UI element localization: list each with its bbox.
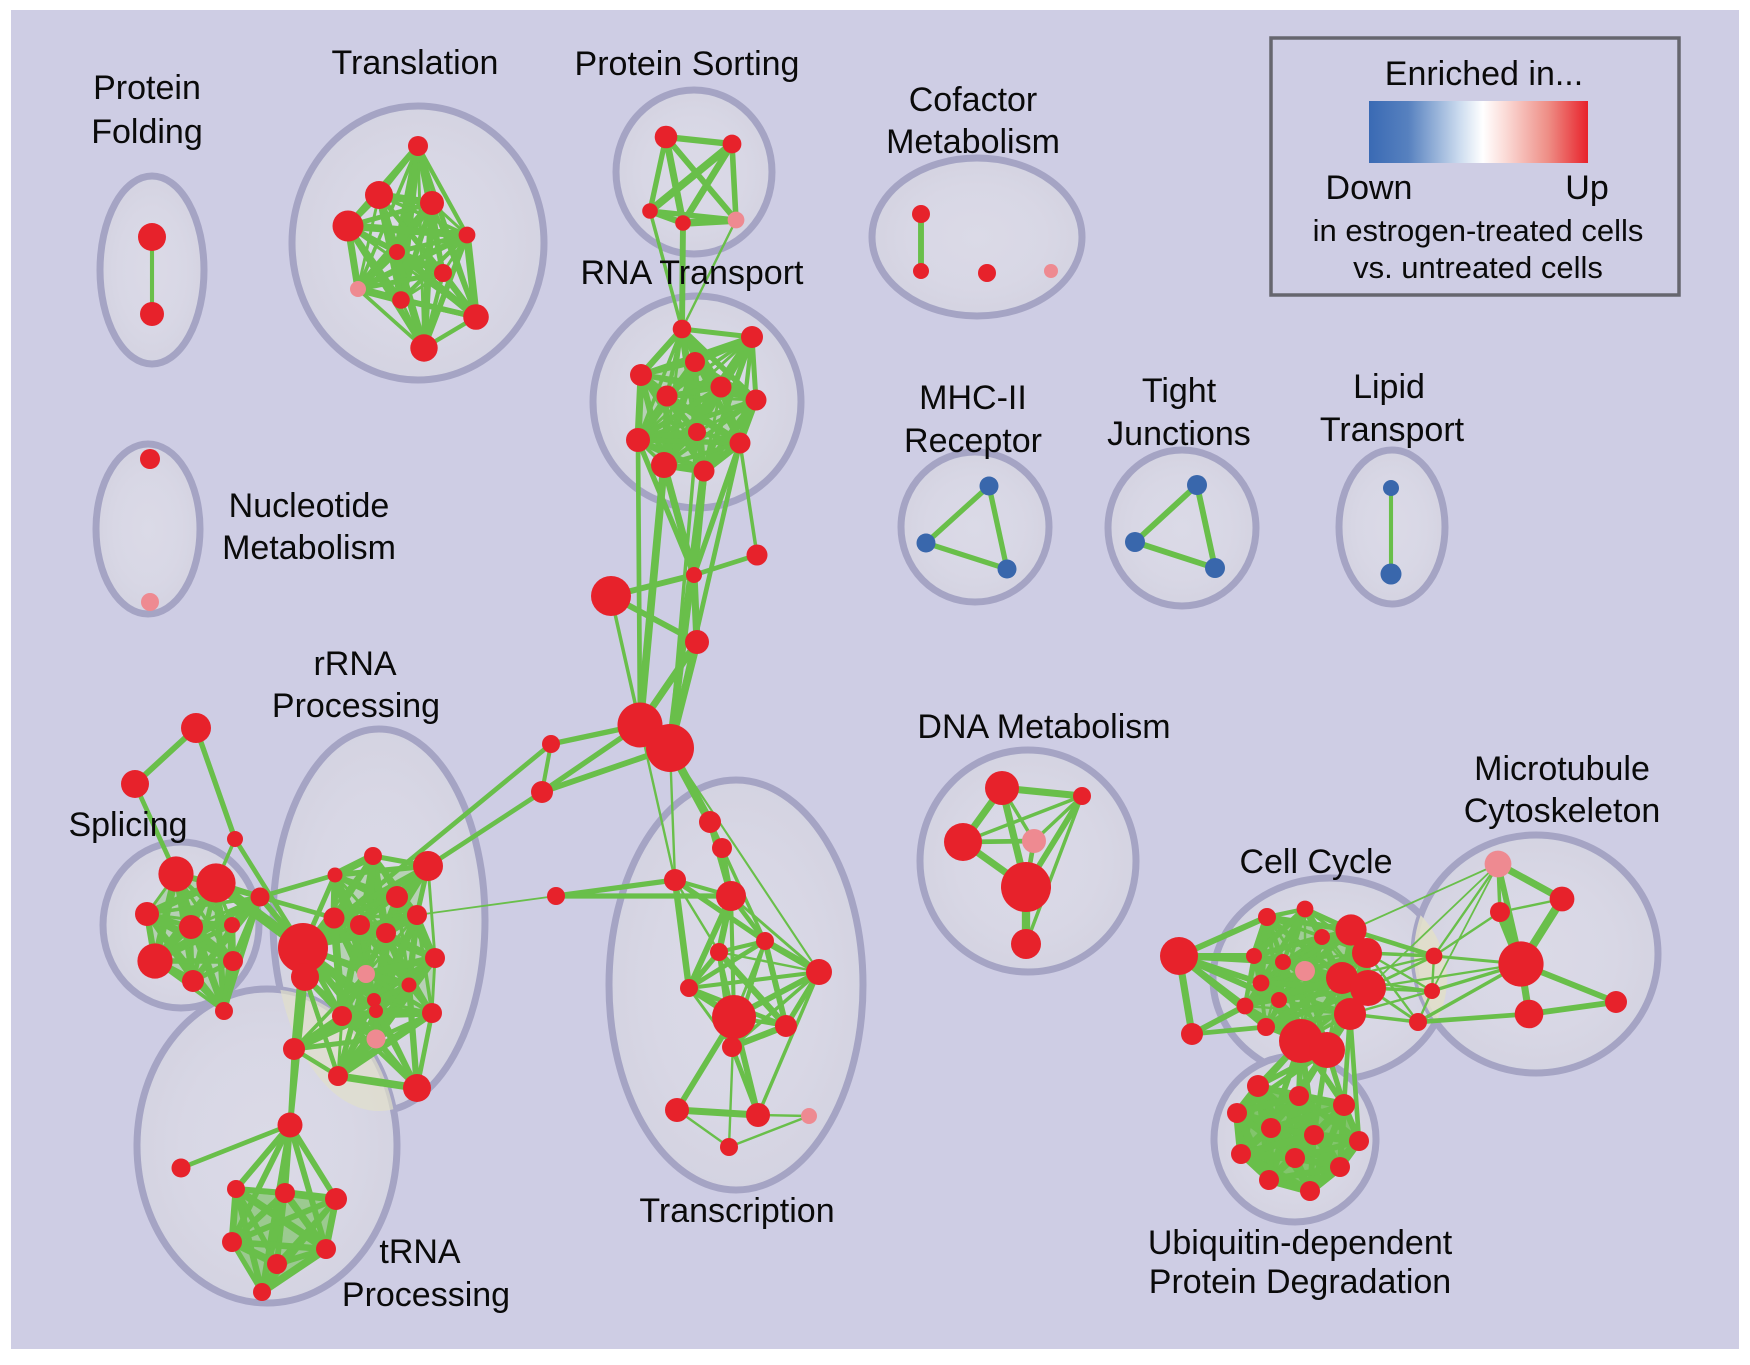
svg-text:Cofactor: Cofactor bbox=[909, 81, 1038, 119]
svg-text:Processing: Processing bbox=[342, 1276, 510, 1314]
svg-text:Processing: Processing bbox=[272, 687, 440, 725]
svg-text:rRNA: rRNA bbox=[313, 645, 396, 683]
svg-text:Junctions: Junctions bbox=[1107, 415, 1251, 453]
svg-text:Protein Sorting: Protein Sorting bbox=[575, 45, 800, 83]
svg-text:in estrogen-treated cells: in estrogen-treated cells bbox=[1313, 213, 1644, 248]
svg-text:Cell Cycle: Cell Cycle bbox=[1239, 843, 1392, 881]
svg-text:Protein: Protein bbox=[93, 69, 201, 107]
svg-text:Translation: Translation bbox=[332, 44, 499, 82]
svg-text:Transport: Transport bbox=[1320, 411, 1465, 449]
svg-text:Folding: Folding bbox=[91, 113, 203, 151]
svg-text:MHC-II: MHC-II bbox=[919, 379, 1027, 417]
svg-text:DNA Metabolism: DNA Metabolism bbox=[917, 708, 1170, 746]
svg-text:Cytoskeleton: Cytoskeleton bbox=[1464, 792, 1661, 830]
svg-text:vs. untreated cells: vs. untreated cells bbox=[1353, 250, 1603, 285]
svg-text:Up: Up bbox=[1565, 169, 1608, 207]
svg-text:Nucleotide: Nucleotide bbox=[229, 487, 390, 525]
svg-text:Lipid: Lipid bbox=[1353, 368, 1425, 406]
svg-text:Microtubule: Microtubule bbox=[1474, 750, 1650, 788]
svg-text:Down: Down bbox=[1326, 169, 1413, 207]
svg-text:Receptor: Receptor bbox=[904, 422, 1042, 460]
svg-text:RNA Transport: RNA Transport bbox=[581, 254, 805, 292]
svg-text:Transcription: Transcription bbox=[639, 1192, 834, 1230]
svg-text:Splicing: Splicing bbox=[68, 806, 187, 844]
svg-text:Protein Degradation: Protein Degradation bbox=[1149, 1263, 1451, 1301]
svg-text:Metabolism: Metabolism bbox=[222, 529, 396, 567]
svg-text:Enriched in...: Enriched in... bbox=[1385, 55, 1583, 93]
svg-text:tRNA: tRNA bbox=[379, 1233, 461, 1271]
svg-text:Ubiquitin-dependent: Ubiquitin-dependent bbox=[1148, 1224, 1453, 1262]
svg-text:Tight: Tight bbox=[1142, 372, 1217, 410]
svg-text:Metabolism: Metabolism bbox=[886, 123, 1060, 161]
